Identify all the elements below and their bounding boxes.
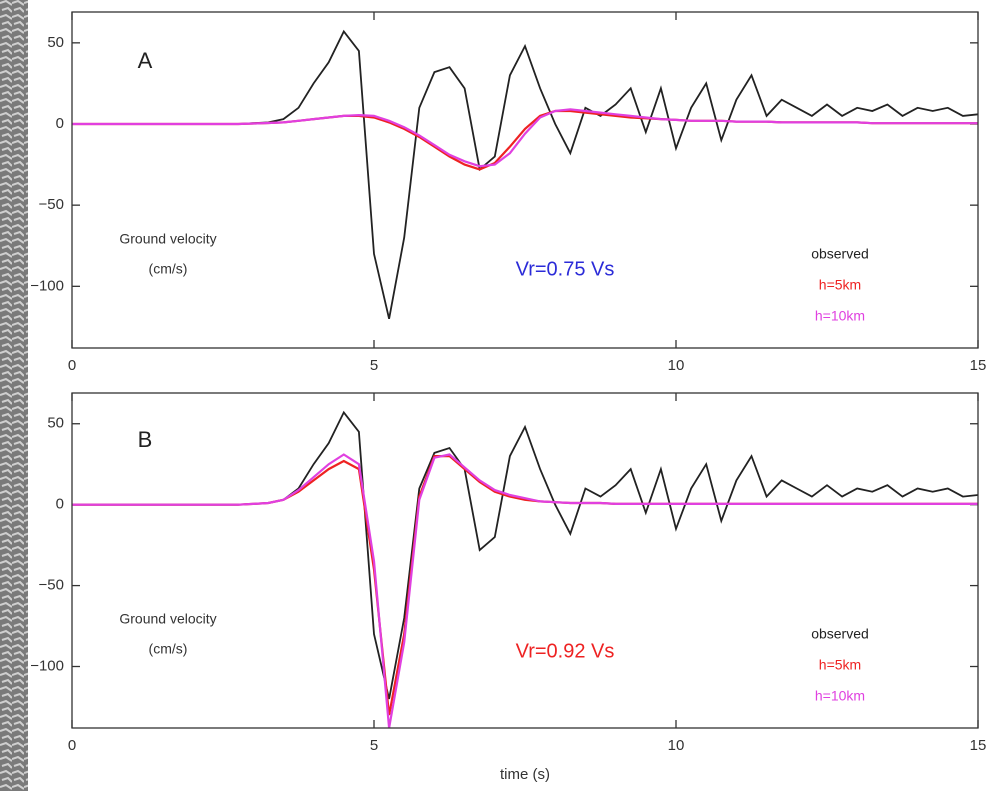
x-tick-label: 5 — [370, 357, 378, 374]
series-line — [72, 108, 978, 168]
plot-area — [72, 12, 978, 348]
annotation: Vr=0.92 Vs — [516, 640, 615, 662]
y-tick-label: 50 — [47, 34, 64, 51]
x-tick-label: 10 — [668, 357, 685, 374]
x-axis-label: time (s) — [500, 766, 550, 783]
y-tick-label: −50 — [39, 577, 64, 594]
ylabel-line: Ground velocity — [119, 611, 216, 627]
y-tick-label: −100 — [30, 657, 64, 674]
side-texture — [0, 0, 28, 791]
x-tick-label: 0 — [68, 737, 76, 754]
legend-label: h=5km — [819, 657, 861, 673]
x-tick-label: 10 — [668, 737, 685, 754]
legend-label: h=5km — [819, 277, 861, 293]
legend-label: observed — [811, 626, 869, 642]
x-tick-label: 0 — [68, 357, 76, 374]
y-tick-label: −100 — [30, 277, 64, 294]
panel-label: B — [138, 427, 153, 452]
x-tick-label: 15 — [970, 357, 987, 374]
legend-label: h=10km — [815, 308, 865, 324]
ylabel-line: Ground velocity — [119, 231, 216, 247]
panel-label: A — [138, 48, 153, 73]
plot-frame — [71, 11, 979, 349]
legend-label: observed — [811, 246, 869, 262]
y-tick-label: 0 — [56, 115, 64, 132]
annotation: Vr=0.75 Vs — [516, 258, 615, 280]
series-line — [72, 453, 978, 728]
y-tick-label: 50 — [47, 415, 64, 432]
ylabel-line: (cm/s) — [149, 641, 188, 657]
legend-label: h=10km — [815, 688, 865, 704]
x-tick-label: 15 — [970, 737, 987, 754]
plot-area — [72, 393, 978, 728]
y-tick-label: 0 — [56, 496, 64, 513]
ylabel-line: (cm/s) — [149, 261, 188, 277]
y-tick-label: −50 — [39, 196, 64, 213]
x-tick-label: 5 — [370, 737, 378, 754]
plot-frame — [71, 392, 979, 729]
